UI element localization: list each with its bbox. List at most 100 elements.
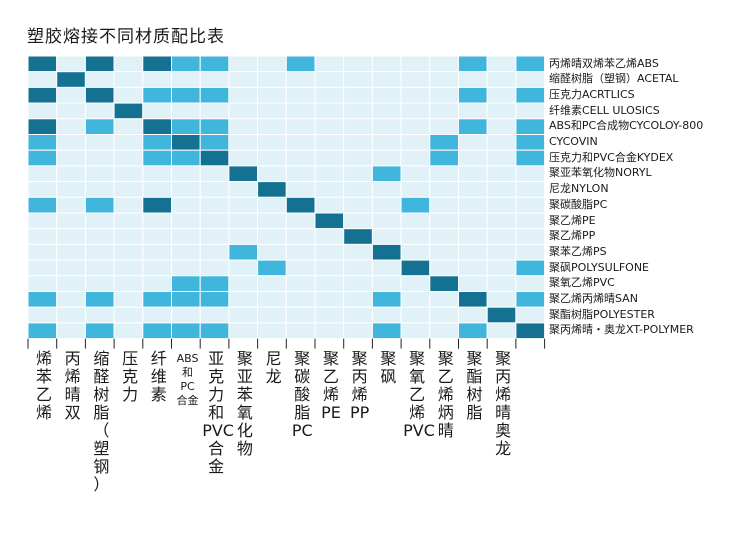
column-label-part: 丙 xyxy=(495,367,512,386)
cell-r10-c4 xyxy=(142,212,173,230)
cell-r17-c15 xyxy=(458,322,488,340)
cell-r16-c15 xyxy=(458,306,488,324)
cell-r4-c1 xyxy=(56,118,86,136)
column-label-part: 聚 xyxy=(466,349,483,368)
cell-r4-c2 xyxy=(84,118,115,136)
column-label-part: 晴 xyxy=(437,421,454,440)
cell-r13-c13 xyxy=(400,259,431,277)
cell-r14-c0 xyxy=(27,275,58,292)
column-label: 聚丙烯晴奥龙 xyxy=(489,350,517,458)
cell-r10-c8 xyxy=(257,212,287,230)
cell-r0-c0 xyxy=(27,55,58,73)
cell-r9-c15 xyxy=(458,196,488,214)
cell-r4-c16 xyxy=(486,118,517,136)
cell-r12-c0 xyxy=(27,243,58,261)
cell-r2-c10 xyxy=(314,86,345,104)
cell-r2-c1 xyxy=(56,86,86,104)
cell-r5-c13 xyxy=(400,134,431,151)
row-label: 聚乙烯PP xyxy=(549,229,596,243)
column-label-part: 烯 xyxy=(64,367,81,386)
cell-r14-c7 xyxy=(228,275,259,292)
cell-r5-c1 xyxy=(56,134,86,151)
cell-r11-c1 xyxy=(56,228,86,245)
cell-r1-c16 xyxy=(486,71,517,88)
cell-r13-c9 xyxy=(285,259,316,277)
cell-r6-c7 xyxy=(228,149,259,167)
column-label-part: ） xyxy=(93,475,110,494)
cell-r9-c9 xyxy=(285,196,316,214)
cell-r1-c5 xyxy=(171,71,201,88)
cell-r3-c11 xyxy=(343,102,373,120)
row-label: CYCOVIN xyxy=(549,135,598,148)
cell-r10-c12 xyxy=(371,212,402,230)
cell-r17-c9 xyxy=(285,322,316,340)
column-label-part: 合金 xyxy=(176,394,199,407)
cell-r16-c16 xyxy=(486,306,517,324)
cell-r7-c4 xyxy=(142,165,173,183)
cell-r10-c5 xyxy=(171,212,201,230)
cell-r6-c13 xyxy=(400,149,431,167)
column-label: 烯苯乙烯 xyxy=(30,350,58,422)
cell-r4-c15 xyxy=(458,118,488,136)
cell-r9-c0 xyxy=(27,196,58,214)
column-label-part: 尼 xyxy=(265,349,282,368)
cell-r6-c2 xyxy=(84,149,115,167)
column-label: 聚酯树脂 xyxy=(461,350,489,422)
cell-r14-c12 xyxy=(371,275,402,292)
cell-r2-c9 xyxy=(285,86,316,104)
column-label-part: 聚 xyxy=(294,349,311,368)
cell-r17-c0 xyxy=(27,322,58,340)
column-label-part: 丙 xyxy=(351,367,368,386)
cell-r14-c6 xyxy=(199,275,230,292)
cell-r9-c6 xyxy=(199,196,230,214)
row-label: 聚乙烯丙烯晴SAN xyxy=(549,292,638,305)
cell-r16-c5 xyxy=(171,306,201,324)
cell-r5-c12 xyxy=(371,134,402,151)
cell-r13-c10 xyxy=(314,259,345,277)
cell-r8-c11 xyxy=(343,181,373,198)
page-title: 塑胶熔接不同材质配比表 xyxy=(27,27,225,47)
cell-r1-c3 xyxy=(113,71,144,88)
row-label: 聚丙烯晴・奥龙XT-POLYMER xyxy=(549,323,694,337)
cell-r2-c6 xyxy=(199,86,230,104)
cell-r6-c9 xyxy=(285,149,316,167)
column-label-part: 维 xyxy=(150,367,167,386)
column-label: 聚氧乙烯 PVC xyxy=(403,350,435,440)
cell-r5-c16 xyxy=(486,134,517,151)
cell-r2-c8 xyxy=(257,86,287,104)
row-label: 压克力ACRTLICS xyxy=(549,87,635,101)
cell-r2-c15 xyxy=(458,86,488,104)
cell-r2-c16 xyxy=(486,86,517,104)
cell-r13-c12 xyxy=(371,259,402,277)
cell-r17-c6 xyxy=(199,322,230,340)
column-label-part: （ xyxy=(93,421,110,440)
cell-r14-c3 xyxy=(113,275,144,292)
cell-r10-c9 xyxy=(285,212,316,230)
cell-r0-c6 xyxy=(199,55,230,73)
column-label-part: 苯 xyxy=(35,367,52,386)
cell-r7-c14 xyxy=(429,165,459,183)
cell-r16-c3 xyxy=(113,306,144,324)
cell-r14-c9 xyxy=(285,275,316,292)
column-label-part: 氧 xyxy=(236,403,253,422)
cell-r3-c15 xyxy=(458,102,488,120)
cell-r8-c12 xyxy=(371,181,402,198)
column-label-part: 乙 xyxy=(437,367,454,386)
cell-r17-c12 xyxy=(371,322,402,340)
cell-r1-c0 xyxy=(27,71,58,88)
column-label-part: 奥 xyxy=(495,421,512,440)
cell-r1-c7 xyxy=(228,71,259,88)
column-label-part: 烯 xyxy=(495,385,512,404)
column-label-part: 龙 xyxy=(495,439,512,458)
cell-r8-c17 xyxy=(515,181,546,198)
cell-r0-c11 xyxy=(343,55,373,73)
cell-r7-c8 xyxy=(257,165,287,183)
cell-r12-c4 xyxy=(142,243,173,261)
column-label: 尼龙 xyxy=(260,350,288,386)
cell-r11-c2 xyxy=(84,228,115,245)
cell-r1-c15 xyxy=(458,71,488,88)
cell-r5-c6 xyxy=(199,134,230,151)
cell-r4-c3 xyxy=(113,118,144,136)
column-label-part: 亚 xyxy=(236,367,253,386)
cell-r9-c1 xyxy=(56,196,86,214)
